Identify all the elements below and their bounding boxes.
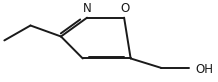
Text: O: O <box>121 2 130 15</box>
Text: N: N <box>83 2 92 15</box>
Text: OH: OH <box>195 63 213 76</box>
